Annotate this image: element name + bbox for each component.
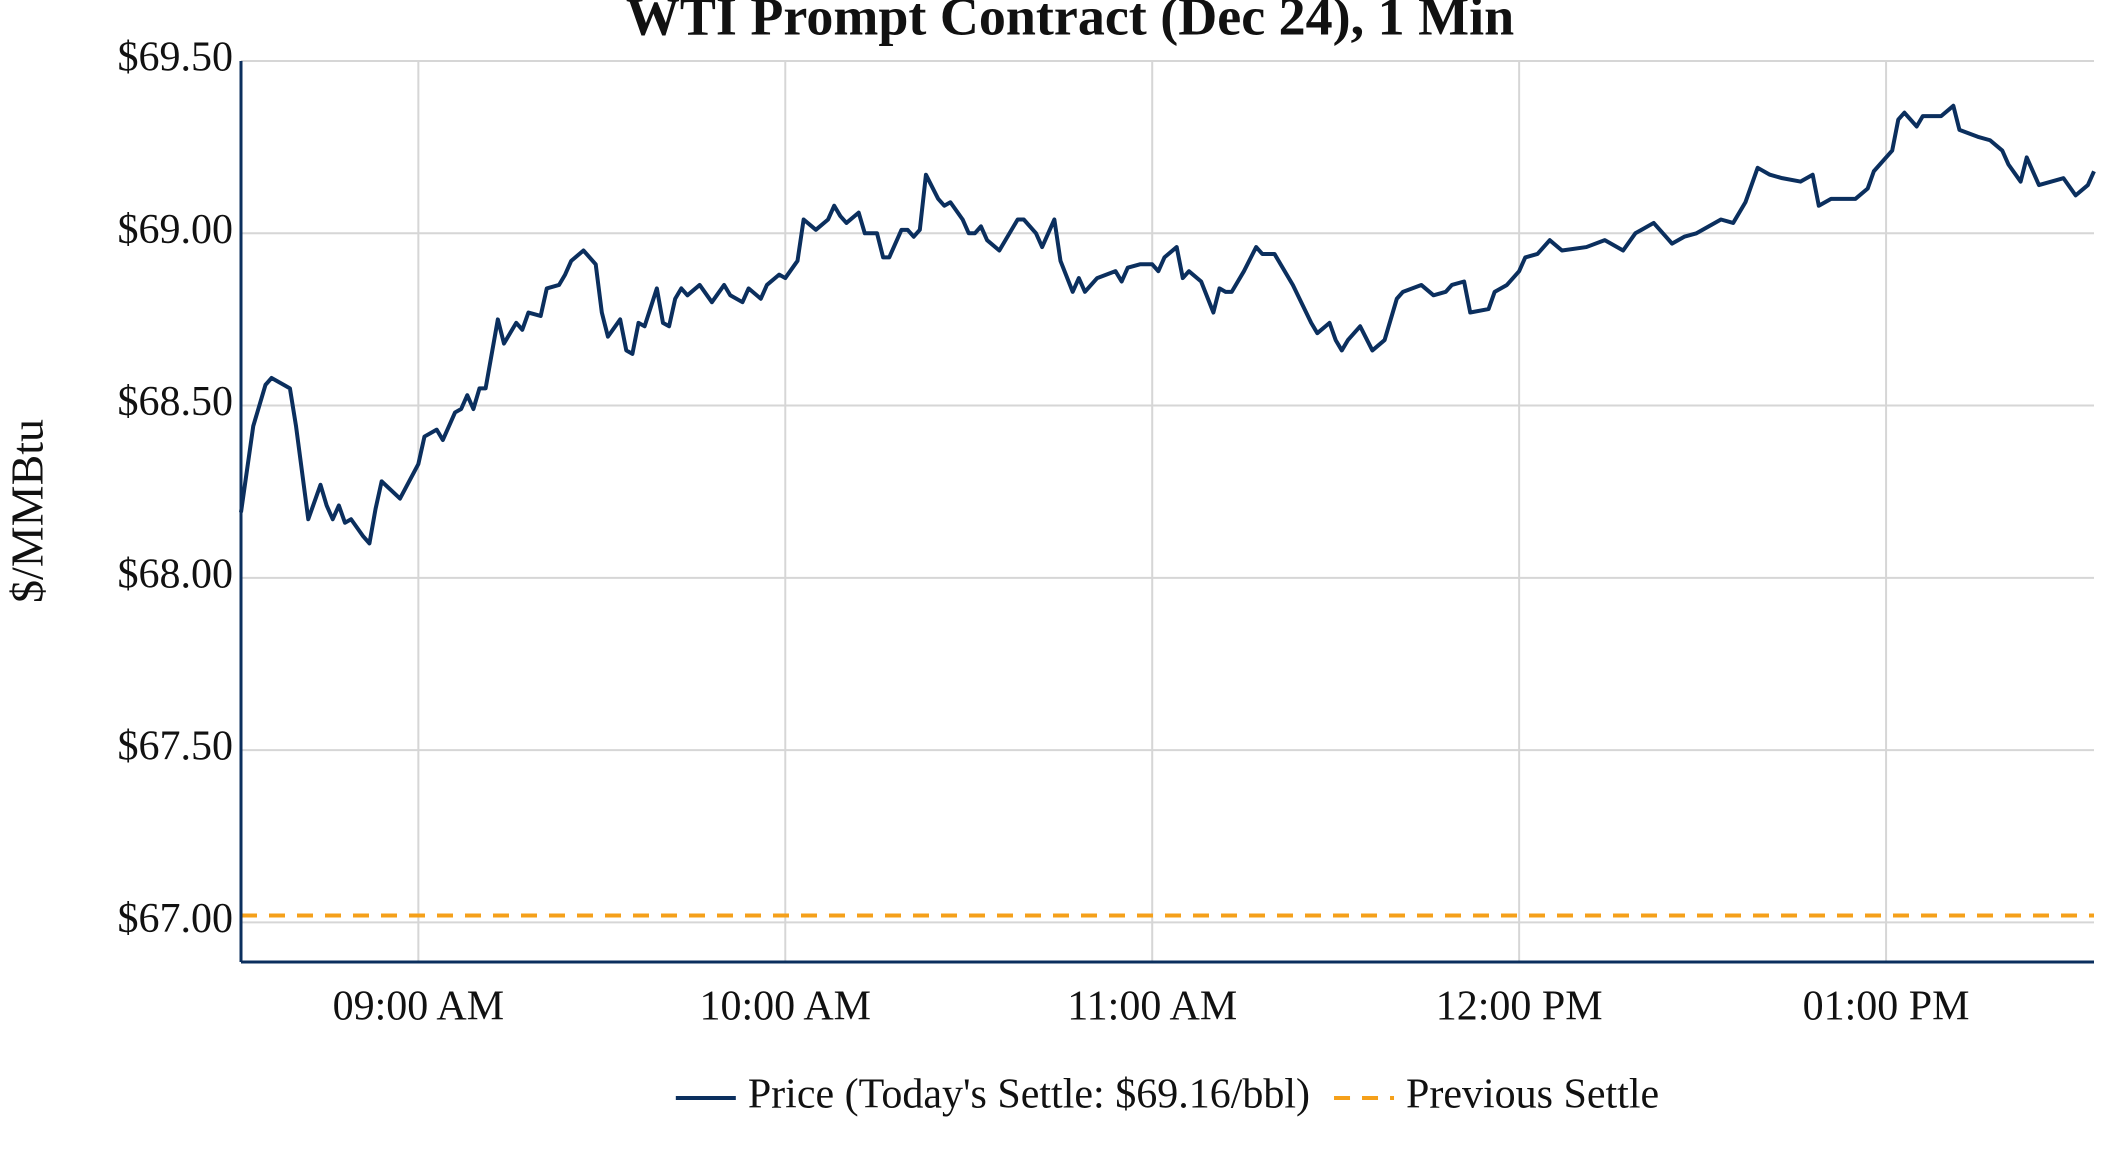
y-tick-label: $67.50 (118, 724, 234, 770)
y-tick-label: $68.00 (118, 551, 234, 597)
legend: Price (Today's Settle: $69.16/bbl) Previo… (675, 1072, 1659, 1118)
x-tick-label: 12:00 PM (1436, 984, 1603, 1030)
legend-label: Previous Settle (1406, 1072, 1659, 1118)
y-axis-title: $/MMBtu (2, 419, 53, 603)
y-tick-label: $69.00 (118, 207, 234, 253)
x-tick-label: 11:00 AM (1067, 984, 1237, 1030)
price-line (239, 103, 2096, 546)
x-tick-label: 10:00 AM (700, 984, 872, 1030)
legend-label: Price (Today's Settle: $69.16/bbl) (748, 1072, 1310, 1118)
x-tick-label: 09:00 AM (333, 984, 505, 1030)
y-tick-label: $69.50 (118, 35, 234, 81)
chart-title: WTI Prompt Contract (Dec 24), 1 Min (626, 0, 1514, 46)
x-tick-label: 01:00 PM (1803, 984, 1970, 1030)
y-tick-label: $67.00 (118, 896, 234, 942)
y-tick-label: $68.50 (118, 379, 234, 425)
